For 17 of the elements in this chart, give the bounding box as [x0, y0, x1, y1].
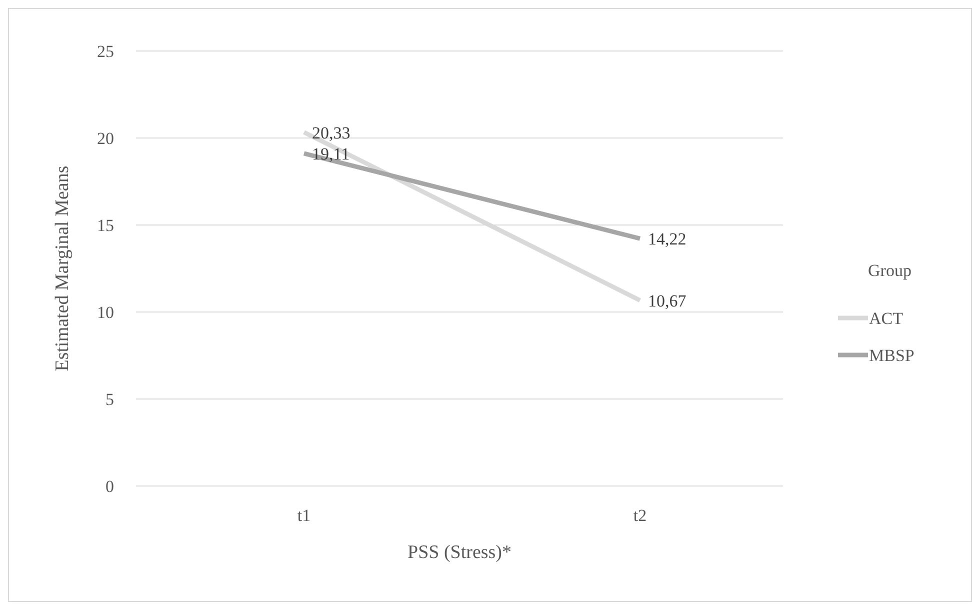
y-axis-title: Estimated Marginal Means	[52, 166, 73, 372]
y-tick-label: 0	[106, 476, 114, 496]
y-tick-label: 25	[97, 42, 114, 61]
x-tick-label: t1	[297, 506, 311, 525]
data-label: 10,67	[648, 291, 687, 310]
y-tick-label: 20	[97, 128, 114, 148]
legend-title: Group	[868, 261, 912, 280]
data-label: 14,22	[648, 230, 686, 249]
legend-label: ACT	[869, 308, 904, 328]
data-label: 20,33	[312, 123, 350, 142]
x-tick-label: t2	[633, 506, 647, 525]
legend-label: MBSP	[869, 346, 914, 365]
y-tick-label: 5	[106, 390, 114, 409]
y-tick-label: 10	[97, 302, 114, 322]
data-label: 19,11	[312, 144, 350, 164]
x-axis-title: PSS (Stress)*	[408, 542, 512, 563]
y-tick-label: 15	[97, 216, 114, 235]
